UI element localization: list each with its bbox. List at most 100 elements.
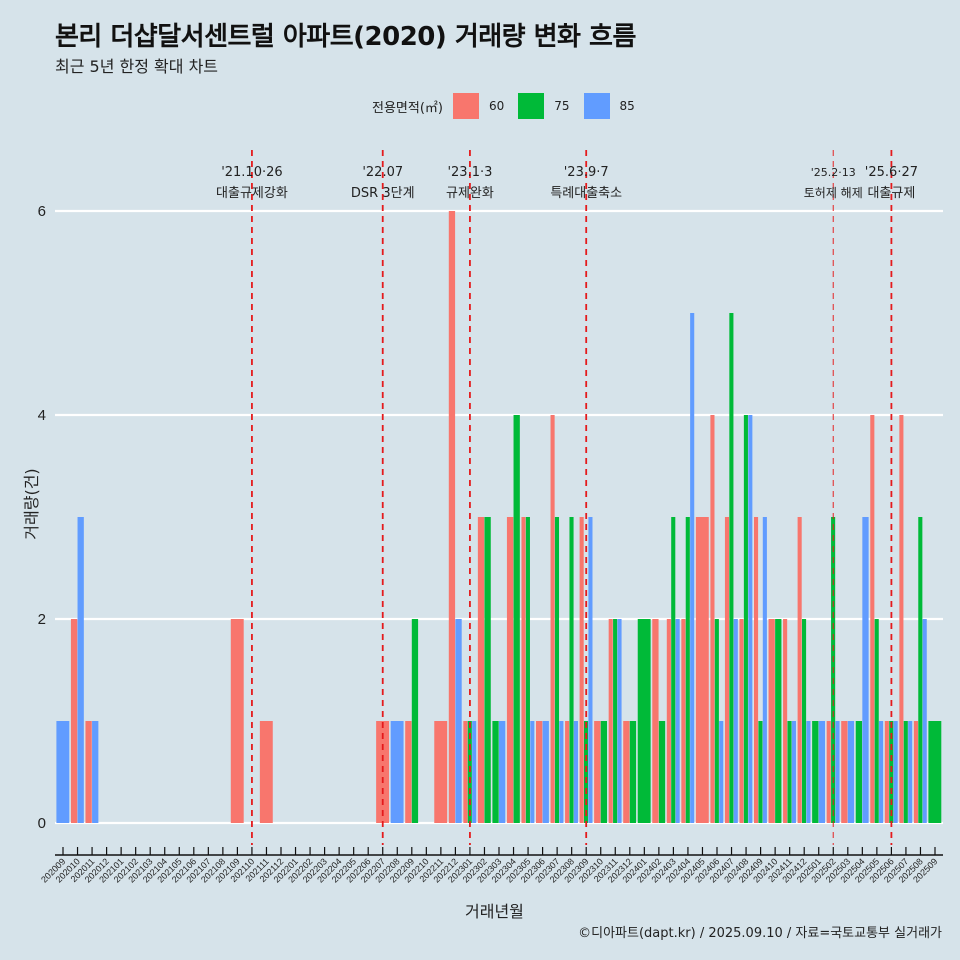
bar-60-202403: [666, 619, 671, 823]
bar-60-202408: [739, 619, 744, 823]
bar-85-202208: [390, 721, 404, 823]
bar-85-202308: [573, 721, 578, 823]
bar-85-202010: [77, 517, 84, 823]
legend-label-60: 60: [488, 99, 505, 113]
bar-75-202401: [637, 619, 651, 823]
bar-75-202410: [775, 619, 782, 823]
x-axis-title: 거래년월: [465, 902, 524, 921]
bar-85-202301: [472, 721, 477, 823]
bar-75-202308: [569, 517, 574, 823]
legend-swatch-85: [583, 93, 610, 119]
bar-60-202305: [521, 517, 526, 823]
bar-85-202406: [719, 721, 724, 823]
bar-75-202508: [918, 517, 923, 823]
event-label: 특례대출축소: [550, 186, 622, 201]
bar-75-202408: [743, 415, 748, 823]
bar-60-202011: [85, 721, 92, 823]
bar-75-202504: [855, 721, 863, 823]
bar-85-202508: [922, 619, 927, 823]
bar-75-202302: [484, 517, 491, 823]
annotations: '21.10·26 대출규제강화 '22.07 DSR 3단계 '23.1·3 규제완화 '…: [216, 150, 918, 845]
bar-85-202311: [617, 619, 622, 823]
bar-85-202503: [847, 721, 855, 823]
bar-60-202407: [724, 517, 730, 823]
event-date: '25.2·13: [811, 166, 856, 179]
bar-85-202409: [762, 517, 767, 823]
bar-75-202402: [658, 721, 666, 823]
legend-swatch-60: [452, 93, 479, 119]
bar-75-202304: [513, 415, 520, 823]
bar-85-202309: [588, 517, 593, 823]
bar-60-202402: [652, 619, 659, 823]
event-date: '21.10·26: [221, 165, 282, 180]
bar-60-202406: [710, 415, 715, 823]
bars: [56, 211, 942, 823]
bar-60-202308: [565, 721, 570, 823]
bar-85-202411: [791, 721, 796, 823]
chart-title: 본리 더샵달서센트럴 아파트(2020) 거래량 변화 흐름: [55, 22, 636, 52]
event-label: 대출규제: [867, 186, 915, 201]
bar-75-202305: [525, 517, 530, 823]
bar-75-202311: [613, 619, 618, 823]
bar-60-202302: [477, 517, 485, 823]
event-date: '25.6·27: [865, 165, 918, 180]
bar-60-202502: [826, 721, 831, 823]
bar-75-202404: [685, 517, 690, 823]
bar-60-202109: [230, 619, 244, 823]
bar-75-202307: [554, 517, 560, 823]
bar-85-202306: [542, 721, 549, 823]
bar-60-202307: [550, 415, 555, 823]
bar-75-202209: [411, 619, 419, 823]
bar-60-202311: [608, 619, 613, 823]
y-tick-label: 6: [38, 203, 46, 220]
bar-60-202209: [405, 721, 412, 823]
legend-swatch-75: [518, 93, 545, 119]
bar-60-202111: [259, 721, 273, 823]
y-tick-label: 2: [38, 611, 46, 628]
event-label: 토허제 해제: [804, 186, 863, 200]
bar-60-202508: [913, 721, 918, 823]
bar-60-202309: [579, 517, 584, 823]
bar-60-202211: [434, 721, 448, 823]
event-date: '22.07: [362, 165, 403, 180]
bar-75-202403: [671, 517, 676, 823]
legend: 전용면적(㎡) 60 75 85: [372, 93, 649, 119]
bar-60-202507: [899, 415, 904, 823]
bar-60-202412: [797, 517, 802, 823]
bar-75-202412: [802, 619, 807, 823]
bar-60-202410: [768, 619, 775, 823]
bar-75-202501: [812, 721, 819, 823]
y-tick-label: 4: [38, 407, 46, 424]
bar-60-202409: [754, 517, 759, 823]
y-axis: 0 2 4 6: [38, 203, 46, 832]
bar-60-202306: [536, 721, 543, 823]
x-axis: 2020092020102020112020122021012021022021…: [39, 847, 943, 885]
bar-60-202304: [506, 517, 514, 823]
bar-85-202011: [92, 721, 99, 823]
bar-60-202010: [70, 619, 78, 823]
bar-60-202503: [841, 721, 848, 823]
legend-label-85: 85: [619, 99, 635, 113]
event-label: DSR 3단계: [351, 186, 415, 201]
y-axis-title: 거래량(건): [22, 468, 41, 540]
bar-75-202406: [714, 619, 719, 823]
bar-60-202301: [463, 721, 468, 823]
bar-85-202403: [675, 619, 680, 823]
bar-85-202502: [835, 721, 840, 823]
bar-85-202408: [748, 415, 753, 823]
bar-85-202507: [908, 721, 913, 823]
bar-85-202501: [818, 721, 826, 823]
bar-60-202505: [870, 415, 875, 823]
y-tick-label: 0: [38, 815, 46, 832]
bar-85-202212: [455, 619, 462, 823]
bar-60-202506: [884, 721, 889, 823]
bar-85-202009: [56, 721, 70, 823]
bar-85-202504: [862, 517, 869, 823]
bar-85-202404: [690, 313, 695, 823]
bar-75-202407: [729, 313, 734, 823]
bar-85-202505: [879, 721, 884, 823]
bar-60-202405: [695, 517, 709, 823]
bar-75-202509: [928, 721, 942, 823]
bar-75-202505: [874, 619, 879, 823]
event-label: 규제완화: [446, 186, 494, 201]
